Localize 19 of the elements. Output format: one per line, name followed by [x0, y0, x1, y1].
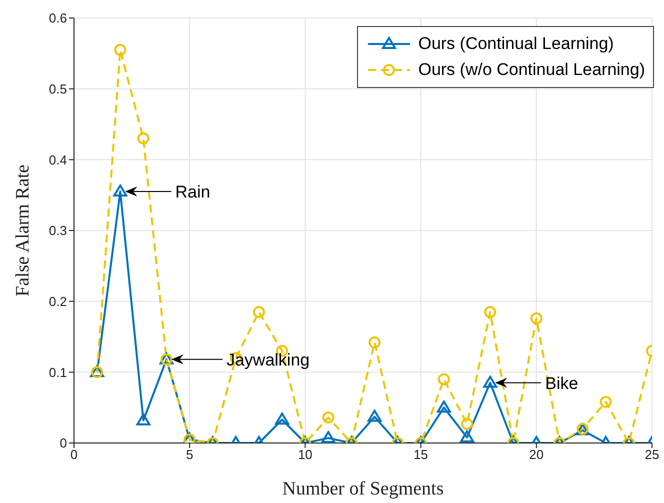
y-tick-label: 0.1: [48, 364, 67, 380]
y-tick-label: 0.3: [48, 223, 67, 238]
x-tick-label: 10: [298, 447, 312, 462]
legend-label: Ours (w/o Continual Learning): [418, 60, 645, 80]
x-tick-label: 5: [186, 447, 194, 462]
y-tick-label: 0.5: [48, 81, 67, 96]
legend-label: Ours (Continual Learning): [418, 34, 614, 54]
x-tick-label: 15: [414, 447, 428, 462]
y-axis-title: False Alarm Rate: [12, 164, 34, 296]
x-tick-label: 0: [70, 447, 78, 462]
x-tick-label: 25: [644, 447, 660, 462]
x-tick-label: 20: [529, 447, 544, 462]
y-tick-label: 0.4: [48, 152, 67, 168]
y-tick-label: 0.6: [48, 10, 67, 26]
y-tick-label: 0: [60, 436, 67, 451]
x-axis-title: Number of Segments: [282, 478, 444, 500]
annotation: Rain: [175, 182, 210, 202]
y-tick-label: 0.2: [48, 294, 67, 309]
annotation: Bike: [545, 374, 578, 393]
